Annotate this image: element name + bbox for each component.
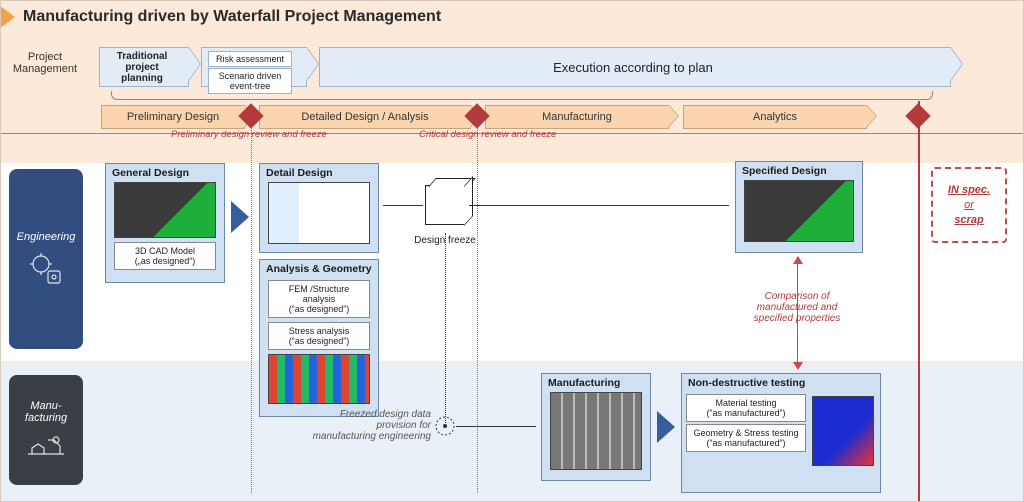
card-cap: FEM /Structure analysis (“as designed”) xyxy=(268,280,370,318)
card-analysis: Analysis & Geometry FEM /Structure analy… xyxy=(259,259,379,417)
card-hdr: Analysis & Geometry xyxy=(260,260,378,278)
card-cap: 3D CAD Model („as designed“) xyxy=(114,242,216,270)
card-hdr: General Design xyxy=(106,164,224,182)
brace-icon xyxy=(111,91,933,100)
review-line-crit xyxy=(477,127,478,493)
thumb-cad-icon xyxy=(114,182,216,238)
connector-line xyxy=(469,205,729,206)
card-detail-design: Detail Design xyxy=(259,163,379,253)
chevron-risk: Risk assessment xyxy=(208,51,292,67)
review-line-prelim xyxy=(251,127,252,493)
lane-label-manufacturing: Manu- facturing xyxy=(9,375,83,485)
arrow-icon xyxy=(231,201,249,233)
card-hdr: Manufacturing xyxy=(542,374,650,392)
card-cap: Stress analysis (“as designed”) xyxy=(268,322,370,350)
card-hdr: Non-destructive testing xyxy=(682,374,880,392)
outcome-or: or xyxy=(964,199,974,211)
thumb-mfg-icon xyxy=(550,392,642,470)
card-hdr: Specified Design xyxy=(736,162,862,180)
card-ndt: Non-destructive testing Material testing… xyxy=(681,373,881,493)
title-bar: Manufacturing driven by Waterfall Projec… xyxy=(1,5,441,29)
chevron-risk-group: Risk assessment Scenario driven event-tr… xyxy=(201,47,307,87)
card-manufacturing: Manufacturing xyxy=(541,373,651,481)
chevron-execution: Execution according to plan xyxy=(319,47,951,87)
phase-detailed: Detailed Design / Analysis xyxy=(259,105,471,129)
phase-analytics: Analytics xyxy=(683,105,867,129)
connector-line xyxy=(456,426,536,427)
outcome-scrap: scrap xyxy=(954,214,983,226)
manufacturing-icon xyxy=(26,432,66,460)
card-specified-design: Specified Design xyxy=(735,161,863,253)
thumb-detail-icon xyxy=(268,182,370,244)
chevron-planning: Traditional project planning xyxy=(99,47,189,87)
card-hdr: Detail Design xyxy=(260,164,378,182)
outcome-inspec: IN spec. xyxy=(948,184,990,196)
lane-label-engineering: Engineering xyxy=(9,169,83,349)
card-general-design: General Design 3D CAD Model („as designe… xyxy=(105,163,225,283)
phase-preliminary: Preliminary Design xyxy=(101,105,245,129)
lane-label-engineering-text: Engineering xyxy=(17,231,76,243)
title-triangle-icon xyxy=(0,5,15,29)
thumb-stress-icon xyxy=(268,354,370,404)
engineering-icon xyxy=(28,251,64,287)
connector-line xyxy=(383,205,423,206)
final-line xyxy=(918,101,920,501)
lane-label-pm: Project Management xyxy=(7,43,83,83)
lane-label-manufacturing-text: Manu- facturing xyxy=(25,400,67,424)
compare-label: Comparison of manufactured and specified… xyxy=(747,291,847,324)
outcome-callout: IN spec. or scrap xyxy=(931,167,1007,243)
phase-manufacturing: Manufacturing xyxy=(485,105,669,129)
review-text-crit: Critical design review and freeze xyxy=(419,129,556,140)
review-text-prelim: Preliminary design review and freeze xyxy=(171,129,327,140)
transfer-node-icon xyxy=(434,415,456,437)
thumb-ndt-icon xyxy=(812,396,874,466)
design-freeze-icon xyxy=(425,185,465,225)
freeze-provision-line xyxy=(445,233,446,423)
diagram-canvas: { "title": "Manufacturing driven by Wate… xyxy=(0,0,1024,502)
arrow-icon xyxy=(657,411,675,443)
thumb-spec-icon xyxy=(744,180,854,242)
card-cap: Material testing (“as manufactured”) xyxy=(686,394,806,422)
page-title: Manufacturing driven by Waterfall Projec… xyxy=(23,8,441,26)
card-cap: Geometry & Stress testing (“as manufactu… xyxy=(686,424,806,452)
provision-label: Freezed design data provision for manufa… xyxy=(291,409,431,442)
